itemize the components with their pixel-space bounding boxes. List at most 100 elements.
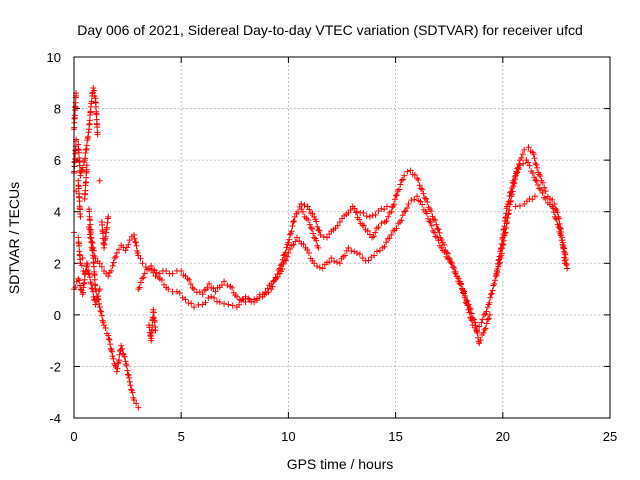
data-point-track-c xyxy=(129,389,136,396)
data-point-track-e xyxy=(384,203,391,210)
data-point-track-b xyxy=(211,294,218,301)
data-point-track-a xyxy=(156,270,163,277)
data-point-track-a xyxy=(109,262,116,269)
data-point-track-a xyxy=(416,182,423,189)
data-point-track-b xyxy=(533,177,540,184)
data-point-track-a xyxy=(391,201,398,208)
data-point-track-b xyxy=(498,244,505,251)
data-point-track-b xyxy=(550,205,557,212)
data-point-track-a xyxy=(533,161,540,168)
data-point-track-b xyxy=(282,257,289,264)
data-point-track-e xyxy=(76,277,83,284)
data-point-track-a xyxy=(352,209,359,216)
data-point-track-c xyxy=(108,348,115,355)
data-point-track-d xyxy=(78,168,85,175)
data-point-track-a xyxy=(178,268,185,275)
data-point-track-d xyxy=(91,87,98,94)
data-point-track-a xyxy=(534,164,541,171)
data-point-track-a xyxy=(289,222,296,229)
data-point-track-a xyxy=(486,299,493,306)
data-point-track-b xyxy=(473,326,480,333)
data-point-track-e xyxy=(86,274,93,281)
data-point-track-a xyxy=(375,224,382,231)
data-point-track-b xyxy=(462,292,469,299)
data-point-track-e xyxy=(86,270,93,277)
data-point-track-b xyxy=(191,304,198,311)
data-point-track-b xyxy=(474,329,481,336)
y-tick-label: 8 xyxy=(54,102,61,117)
data-point-track-b xyxy=(179,294,186,301)
data-point-track-a xyxy=(401,172,408,179)
data-point-track-c xyxy=(96,304,103,311)
data-point-track-e xyxy=(88,280,95,287)
data-point-track-c xyxy=(88,239,95,246)
data-point-track-d xyxy=(99,221,106,228)
data-point-track-b xyxy=(511,173,518,180)
data-point-track-a xyxy=(96,260,103,267)
data-point-track-b xyxy=(293,234,300,241)
data-point-track-b xyxy=(449,264,456,271)
data-point-track-b xyxy=(496,256,503,263)
data-point-track-a xyxy=(334,222,341,229)
data-point-track-e xyxy=(89,288,96,295)
data-point-track-b xyxy=(552,215,559,222)
data-point-track-a xyxy=(320,233,327,240)
data-point-track-a xyxy=(417,185,424,192)
data-point-track-b xyxy=(497,245,504,252)
data-point-track-c xyxy=(102,324,109,331)
data-point-track-b xyxy=(455,275,462,282)
data-point-track-a xyxy=(476,323,483,330)
data-point-track-a xyxy=(479,316,486,323)
y-tick-label: 2 xyxy=(54,256,61,271)
data-point-track-a xyxy=(378,220,385,227)
data-point-track-a xyxy=(415,176,422,183)
data-point-track-c xyxy=(109,353,116,360)
data-point-track-e xyxy=(89,285,96,292)
data-point-track-b xyxy=(137,279,144,286)
data-point-track-a xyxy=(404,168,411,175)
data-point-track-a xyxy=(537,173,544,180)
data-point-track-e xyxy=(299,208,306,215)
data-point-track-b xyxy=(182,296,189,303)
data-point-track-b xyxy=(468,310,475,317)
axis-ticks: 0 5 10 15 20 25 -4 -2 0 2 4 6 8 10 xyxy=(47,50,618,444)
data-point-track-b xyxy=(279,265,286,272)
data-point-track-c xyxy=(98,312,105,319)
data-point-track-e xyxy=(372,211,379,218)
data-point-track-b xyxy=(388,231,395,238)
data-point-track-a xyxy=(530,151,537,158)
data-point-track-a xyxy=(98,263,105,270)
data-point-track-a xyxy=(492,277,499,284)
data-point-track-a xyxy=(285,239,292,246)
data-point-track-b xyxy=(386,235,393,242)
data-point-track-a xyxy=(152,273,159,280)
data-point-track-b xyxy=(504,200,511,207)
data-point-track-a xyxy=(436,229,443,236)
data-point-track-b xyxy=(432,233,439,240)
data-point-track-b xyxy=(423,210,430,217)
data-point-track-a xyxy=(116,246,123,253)
data-point-track-a xyxy=(364,227,371,234)
data-point-track-a xyxy=(134,250,141,257)
data-point-track-b xyxy=(326,259,333,266)
data-point-track-a xyxy=(291,218,298,225)
data-point-track-a xyxy=(360,222,367,229)
data-point-track-b xyxy=(381,243,388,250)
data-point-track-b xyxy=(524,159,531,166)
data-point-track-c xyxy=(107,341,114,348)
data-point-track-b xyxy=(429,227,436,234)
data-point-track-b xyxy=(477,336,484,343)
data-point-track-a xyxy=(483,308,490,315)
data-point-track-c xyxy=(76,242,83,249)
data-point-track-a xyxy=(316,227,323,234)
data-point-track-b xyxy=(348,247,355,254)
data-point-track-a xyxy=(313,218,320,225)
data-point-track-b xyxy=(316,264,323,271)
data-point-track-d xyxy=(105,213,112,220)
data-point-track-e xyxy=(85,267,92,274)
data-point-track-c xyxy=(78,262,85,269)
data-point-track-e xyxy=(378,205,385,212)
data-point-track-b xyxy=(202,299,209,306)
data-point-track-a xyxy=(488,291,495,298)
